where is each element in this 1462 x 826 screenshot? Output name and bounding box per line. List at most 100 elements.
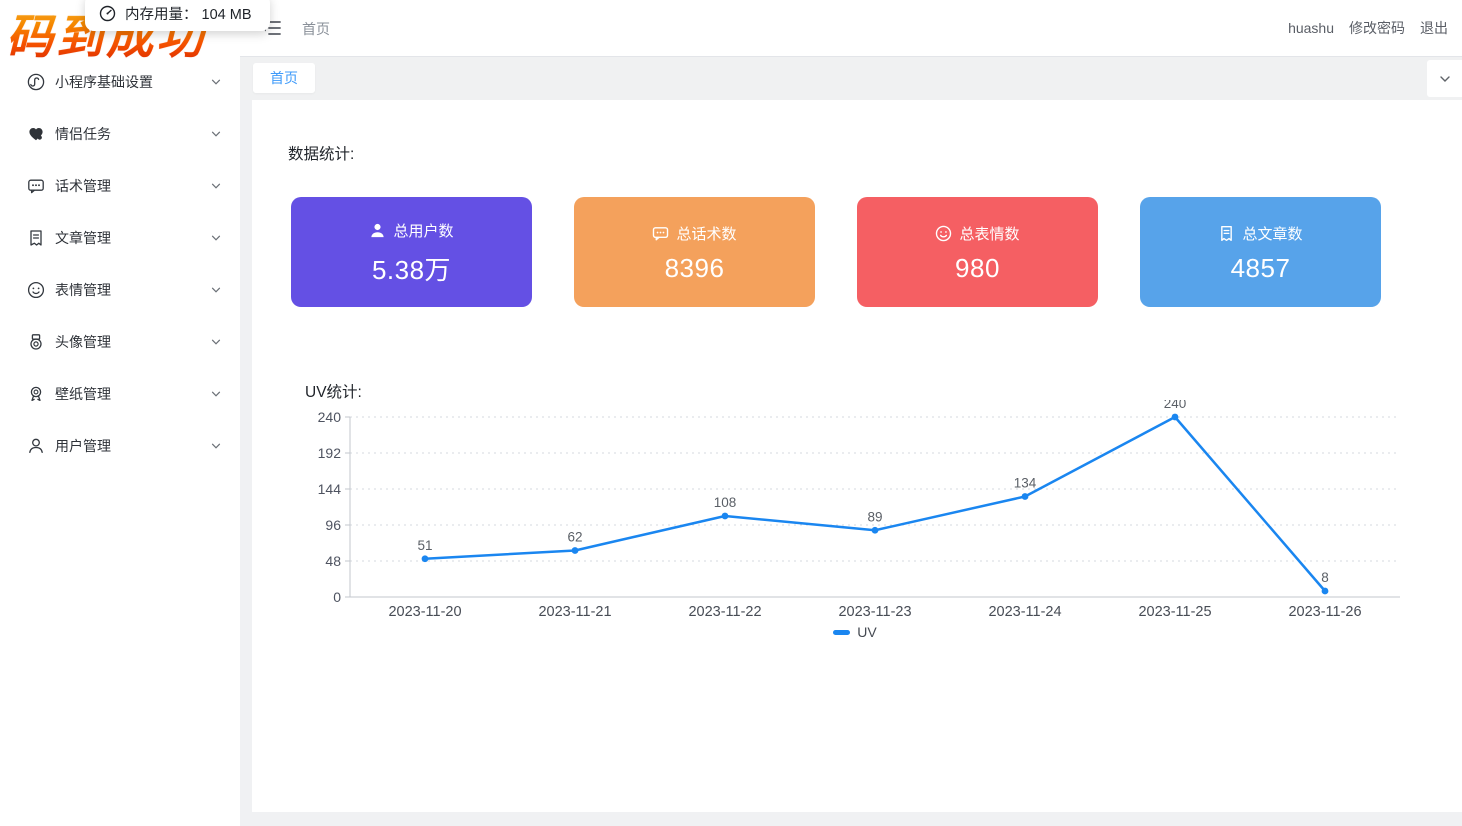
memory-usage-tooltip: 内存用量： 104 MB xyxy=(85,0,270,31)
legend-item-uv[interactable]: UV xyxy=(833,624,877,640)
stat-card-total-scripts: 总话术数 8396 xyxy=(574,197,815,307)
svg-text:2023-11-22: 2023-11-22 xyxy=(688,604,761,620)
svg-text:2023-11-24: 2023-11-24 xyxy=(988,604,1061,620)
svg-text:2023-11-25: 2023-11-25 xyxy=(1138,604,1211,620)
sidebar-item-wallpapers[interactable]: 壁纸管理 xyxy=(0,368,240,420)
chevron-down-icon xyxy=(210,284,222,296)
couple-task-icon xyxy=(27,125,45,143)
miniprogram-icon xyxy=(27,73,45,91)
tab-actions-button[interactable] xyxy=(1427,60,1462,97)
sidebar-item-users[interactable]: 用户管理 xyxy=(0,420,240,472)
emoji-icon xyxy=(27,281,45,299)
article-icon xyxy=(1221,225,1233,241)
chevron-down-icon xyxy=(210,76,222,88)
uv-section-title: UV统计: xyxy=(305,384,362,401)
svg-text:2023-11-20: 2023-11-20 xyxy=(388,604,461,620)
svg-text:48: 48 xyxy=(325,553,341,569)
svg-text:62: 62 xyxy=(567,530,582,545)
legend-label: UV xyxy=(857,624,877,640)
sidebar-item-label: 表情管理 xyxy=(55,282,111,298)
uv-line-chart: 0 48 96 144 192 240 2023-11-20 2023-11-21 2023-1… xyxy=(318,400,1400,620)
sidebar-item-label: 话术管理 xyxy=(55,178,111,194)
stats-section-title: 数据统计: xyxy=(288,146,355,163)
uv-chart-wrap: 0 48 96 144 192 240 2023-11-20 2023-11-21 2023-1… xyxy=(300,400,1410,630)
user-icon xyxy=(371,223,385,237)
chevron-down-icon xyxy=(1439,75,1450,82)
stat-card-total-users: 总用户数 5.38万 xyxy=(291,197,532,307)
svg-text:108: 108 xyxy=(714,495,737,510)
sidebar-item-label: 文章管理 xyxy=(55,230,111,246)
chevron-down-icon xyxy=(210,388,222,400)
sidebar-item-articles[interactable]: 文章管理 xyxy=(0,212,240,264)
stat-card-label: 总表情数 xyxy=(959,225,1020,243)
stat-card-value: 980 xyxy=(955,252,1000,283)
user-icon xyxy=(27,437,45,455)
chevron-down-icon xyxy=(210,128,222,140)
stat-card-label: 总话术数 xyxy=(676,225,737,243)
chat-bubble-icon xyxy=(653,226,669,240)
stat-cards-row: 总用户数 5.38万 总话术数 8396 总表情数 980 xyxy=(291,197,1381,307)
memory-usage-label: 内存用量： xyxy=(125,7,198,23)
sidebar-item-scripts[interactable]: 话术管理 xyxy=(0,160,240,212)
chevron-down-icon xyxy=(210,180,222,192)
memory-usage-text: 内存用量： 104 MB xyxy=(125,3,252,24)
main-content: 数据统计: 总用户数 5.38万 总话术数 8396 总表情数 xyxy=(252,100,1462,812)
svg-text:89: 89 xyxy=(867,509,882,524)
legend-line-marker xyxy=(833,629,851,635)
speedometer-icon xyxy=(99,5,116,22)
change-password-link[interactable]: 修改密码 xyxy=(1349,20,1405,36)
stat-card-value: 5.38万 xyxy=(371,254,452,285)
svg-text:240: 240 xyxy=(318,409,342,425)
emoji-icon xyxy=(936,225,952,241)
tags-bar: 首页 xyxy=(240,56,1462,100)
stat-card-head: 总文章数 xyxy=(1218,223,1303,244)
logout-link[interactable]: 退出 xyxy=(1420,20,1448,36)
chevron-down-icon xyxy=(210,440,222,452)
wallpaper-award-icon xyxy=(27,385,45,403)
svg-text:2023-11-23: 2023-11-23 xyxy=(838,604,911,620)
sidebar-item-label: 情侣任务 xyxy=(55,126,111,142)
username-label: huashu xyxy=(1288,20,1334,36)
sidebar-item-avatars[interactable]: 头像管理 xyxy=(0,316,240,368)
memory-usage-value: 104 MB xyxy=(201,7,252,23)
svg-text:96: 96 xyxy=(325,517,341,533)
chart-legend: UV xyxy=(300,624,1410,640)
svg-text:134: 134 xyxy=(1014,476,1037,491)
sidebar-item-label: 用户管理 xyxy=(55,438,111,454)
stat-card-label: 总用户数 xyxy=(393,222,454,240)
top-header: 首页 huashu 修改密码 退出 xyxy=(240,0,1462,56)
sidebar-item-label: 小程序基础设置 xyxy=(55,74,153,90)
svg-text:0: 0 xyxy=(333,589,341,605)
tab-home[interactable]: 首页 xyxy=(253,63,315,93)
svg-text:51: 51 xyxy=(417,538,432,553)
avatar-medal-icon xyxy=(27,333,45,351)
sidebar-item-label: 壁纸管理 xyxy=(55,386,111,402)
stat-card-value: 4857 xyxy=(1230,252,1291,283)
svg-text:8: 8 xyxy=(1321,570,1329,585)
sidebar: 码到成功 小程序基础设置 情侣任务 xyxy=(0,0,240,826)
svg-text:2023-11-26: 2023-11-26 xyxy=(1288,604,1361,620)
stat-card-head: 总话术数 xyxy=(652,223,737,244)
sidebar-item-couple-tasks[interactable]: 情侣任务 xyxy=(0,108,240,160)
stat-card-label: 总文章数 xyxy=(1242,225,1303,243)
stat-card-total-articles: 总文章数 4857 xyxy=(1140,197,1381,307)
breadcrumb[interactable]: 首页 xyxy=(302,21,330,37)
stat-card-head: 总用户数 xyxy=(369,220,454,241)
stat-card-head: 总表情数 xyxy=(935,223,1020,244)
chevron-down-icon xyxy=(210,232,222,244)
svg-text:2023-11-21: 2023-11-21 xyxy=(538,604,611,620)
header-right: huashu 修改密码 退出 xyxy=(1288,0,1448,56)
chat-bubble-icon xyxy=(27,177,45,195)
svg-text:192: 192 xyxy=(318,445,342,461)
article-icon xyxy=(27,229,45,247)
svg-text:240: 240 xyxy=(1164,400,1187,411)
chevron-down-icon xyxy=(210,336,222,348)
stat-card-total-emojis: 总表情数 980 xyxy=(857,197,1098,307)
stat-card-value: 8396 xyxy=(664,252,725,283)
sidebar-item-label: 头像管理 xyxy=(55,334,111,350)
svg-text:144: 144 xyxy=(318,481,342,497)
sidebar-menu: 小程序基础设置 情侣任务 话术管理 xyxy=(0,56,240,472)
sidebar-item-miniprogram-settings[interactable]: 小程序基础设置 xyxy=(0,56,240,108)
sidebar-item-emojis[interactable]: 表情管理 xyxy=(0,264,240,316)
